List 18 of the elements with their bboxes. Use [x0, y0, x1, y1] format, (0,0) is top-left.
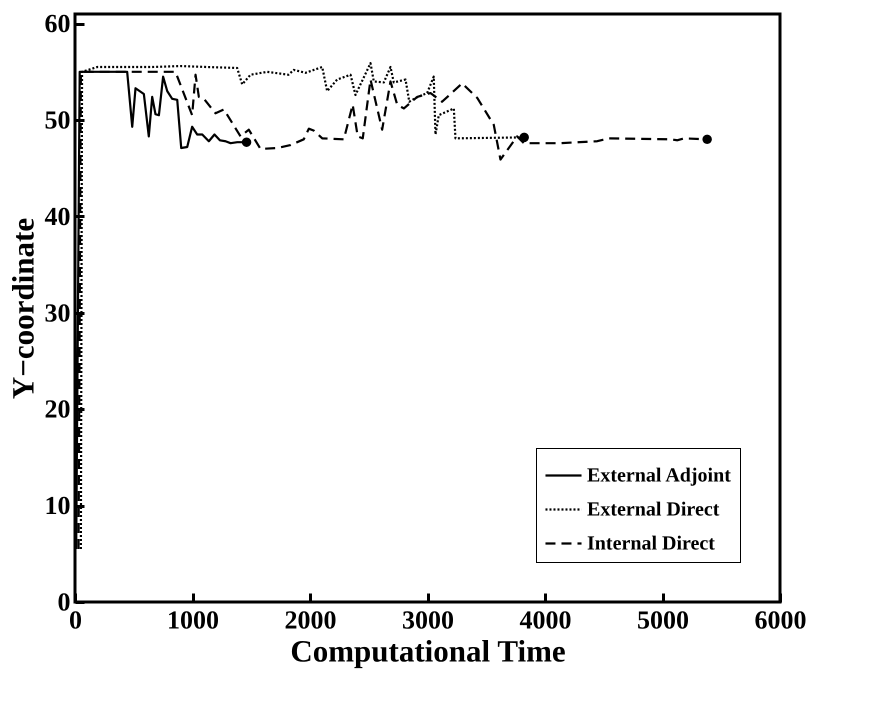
legend-label: External Direct: [587, 498, 720, 520]
x-axis-title: Computational Time: [290, 634, 566, 668]
x-tick-label: 4000: [520, 606, 572, 634]
y-tick-label: 50: [44, 106, 70, 135]
y-tick-label: 40: [44, 202, 70, 231]
y-tick-label: 10: [44, 491, 70, 520]
y-tick-label: 20: [44, 394, 70, 424]
x-tick-label: 2000: [284, 606, 336, 634]
y-tick-label: 0: [58, 588, 70, 616]
x-tick-label: 3000: [402, 606, 454, 634]
y-tick-label: 30: [44, 298, 70, 328]
y-axis-title: Y−coordinate: [6, 218, 40, 400]
y-tick-label: 60: [44, 9, 70, 38]
x-tick-label: 5000: [637, 606, 689, 634]
x-tick-label: 6000: [754, 606, 806, 634]
legend-label: Internal Direct: [587, 532, 716, 554]
x-tick-label: 1000: [167, 606, 219, 634]
legend-label: External Adjoint: [587, 464, 732, 486]
